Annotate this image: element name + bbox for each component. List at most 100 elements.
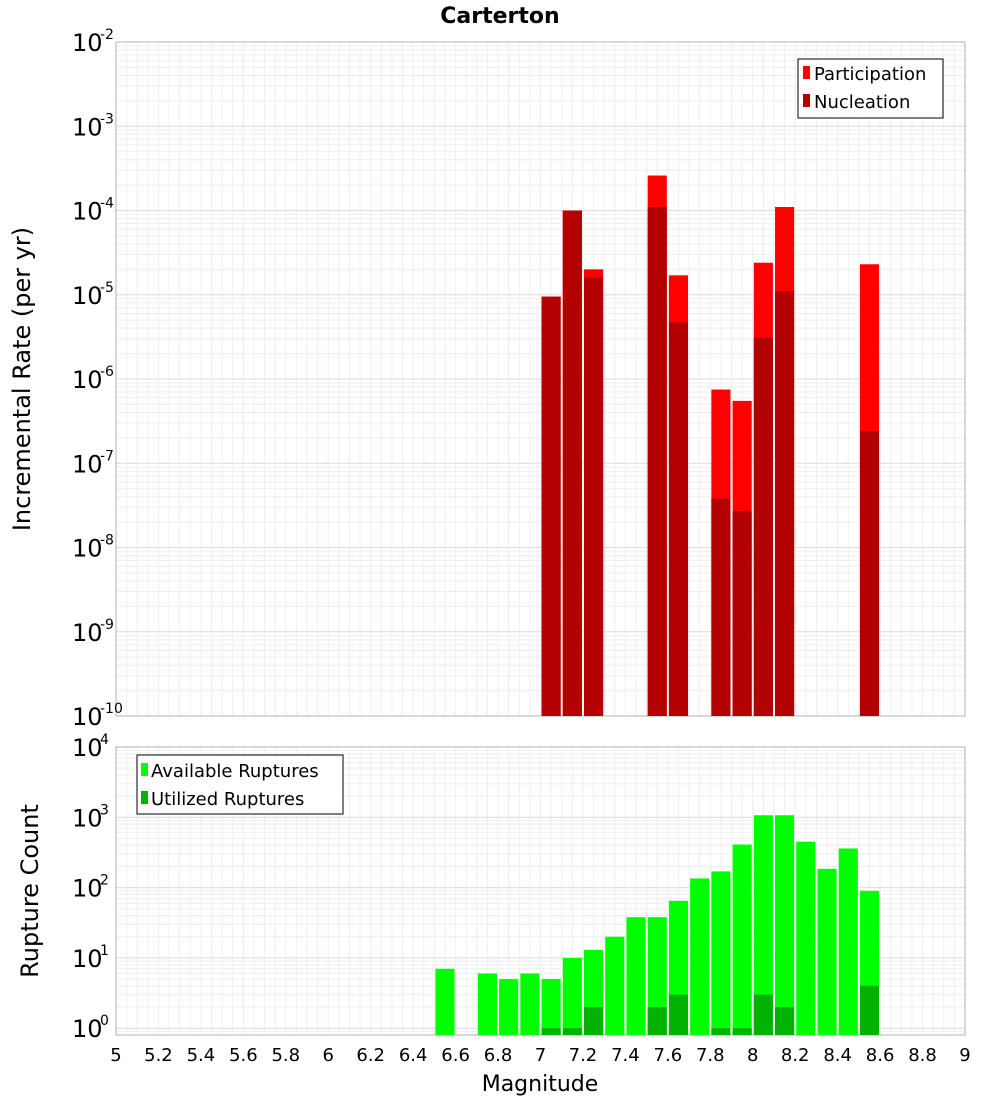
- bar-utilized-ruptures-7-65: [668, 994, 689, 1035]
- x-tick-label: 5.8: [271, 1045, 300, 1066]
- y-tick-exponent: -6: [100, 364, 114, 380]
- bottom-plot-frame: [115, 746, 966, 1036]
- bar-nucleation-8-05: [753, 337, 773, 716]
- bar-available-ruptures-7-45: [626, 917, 646, 1035]
- bottom-bars: [435, 815, 880, 1035]
- x-tick-label: 6.4: [399, 1045, 428, 1066]
- bar-nucleation-7-55: [647, 207, 667, 716]
- bar-available-ruptures-8-25: [796, 841, 816, 1035]
- bar-nucleation-7-25: [584, 277, 604, 716]
- chart-title: Carterton: [440, 4, 559, 29]
- bar-nucleation-7-95: [732, 511, 752, 716]
- y-tick-label: 10: [72, 535, 103, 563]
- y-tick-exponent: -3: [100, 111, 114, 127]
- x-axis-label: Magnitude: [482, 1072, 599, 1097]
- y-tick-label: 10: [72, 804, 103, 832]
- x-tick-label: 6.2: [356, 1045, 385, 1066]
- y-tick-exponent: -9: [100, 617, 114, 633]
- legend-label-available-ruptures: Available Ruptures: [151, 761, 319, 782]
- bar-utilized-ruptures-8-15: [775, 1007, 795, 1035]
- y-tick-exponent: -7: [100, 448, 114, 464]
- bar-available-ruptures-6-55: [435, 968, 455, 1035]
- y-tick-exponent: 2: [100, 873, 109, 889]
- bar-utilized-ruptures-8-55: [859, 985, 880, 1035]
- bar-utilized-ruptures-7-55: [647, 1007, 667, 1035]
- bar-nucleation-7-05: [541, 296, 561, 716]
- bar-available-ruptures-7-95: [732, 844, 752, 1035]
- x-tick-label: 8.4: [823, 1045, 852, 1066]
- legend-swatch-available-ruptures: [141, 763, 148, 776]
- y-tick-label: 10: [72, 875, 103, 903]
- y-tick-label: 10: [72, 198, 103, 226]
- y-tick-label: 10: [72, 113, 103, 141]
- y-tick-exponent: -10: [100, 701, 123, 717]
- x-tick-label: 8: [747, 1045, 758, 1066]
- bar-available-ruptures-8-45: [838, 848, 858, 1035]
- top-plot-frame: [115, 41, 966, 717]
- bar-utilized-ruptures-7-05: [541, 1028, 561, 1035]
- x-tick-label: 8.2: [781, 1045, 810, 1066]
- top-gridlines: [115, 42, 966, 717]
- bar-available-ruptures-7-15: [562, 957, 582, 1035]
- y-tick-label: 10: [72, 703, 103, 731]
- y-tick-exponent: -8: [100, 533, 114, 549]
- legend-swatch-utilized-ruptures: [141, 791, 148, 804]
- y-tick-label: 10: [72, 282, 103, 310]
- y-tick-exponent: -5: [100, 280, 114, 296]
- bar-utilized-ruptures-7-95: [732, 1028, 752, 1035]
- x-tick-label: 6: [323, 1045, 334, 1066]
- y-tick-label: 10: [72, 1015, 103, 1043]
- bar-available-ruptures-7-05: [541, 979, 561, 1035]
- y-tick-label: 10: [72, 734, 103, 762]
- bar-available-ruptures-7-35: [605, 936, 625, 1035]
- bar-utilized-ruptures-7-15: [562, 1028, 582, 1035]
- bar-available-ruptures-7-85: [711, 871, 731, 1035]
- x-tick-label: 5.6: [229, 1045, 258, 1066]
- bar-available-ruptures-6-75: [477, 973, 497, 1035]
- bottom-legend-box: [136, 754, 344, 815]
- top-bars: [541, 175, 880, 716]
- top-y-axis-label: Incremental Rate (per yr): [8, 227, 36, 531]
- y-tick-exponent: 3: [100, 802, 109, 818]
- y-tick-exponent: -2: [100, 27, 114, 43]
- bar-available-ruptures-8-35: [817, 868, 837, 1035]
- y-tick-label: 10: [72, 945, 103, 973]
- bottom-legend: Available Ruptures Utilized Ruptures: [136, 754, 344, 815]
- bar-available-ruptures-7-75: [690, 878, 710, 1035]
- x-tick-label: 5: [110, 1045, 121, 1066]
- x-tick-label: 8.8: [908, 1045, 937, 1066]
- x-tick-label: 5.2: [144, 1045, 173, 1066]
- bar-available-ruptures-8-05: [753, 815, 773, 1035]
- y-tick-exponent: 1: [100, 943, 109, 959]
- bar-nucleation-7-15: [562, 210, 582, 716]
- bar-available-ruptures-6-85: [499, 979, 519, 1035]
- x-tick-label: 5.4: [187, 1045, 216, 1066]
- x-tick-label: 7: [535, 1045, 546, 1066]
- y-tick-exponent: 4: [100, 732, 109, 748]
- bar-nucleation-7-85: [711, 498, 731, 716]
- y-tick-exponent: -4: [100, 196, 114, 212]
- top-legend: Participation Nucleation: [797, 58, 944, 119]
- top-legend-box: [797, 58, 944, 119]
- bar-nucleation-8-55: [859, 431, 880, 716]
- legend-label-utilized-ruptures: Utilized Ruptures: [151, 789, 304, 810]
- bar-nucleation-8-15: [775, 291, 795, 716]
- bar-available-ruptures-7-55: [647, 917, 667, 1035]
- y-tick-label: 10: [72, 29, 103, 57]
- bar-available-ruptures-8-15: [775, 815, 795, 1035]
- x-tick-label: 7.6: [654, 1045, 683, 1066]
- legend-label-nucleation: Nucleation: [814, 92, 910, 113]
- legend-label-participation: Participation: [814, 64, 926, 85]
- y-tick-label: 10: [72, 450, 103, 478]
- bar-utilized-ruptures-7-25: [584, 1007, 604, 1035]
- x-tick-label: 7.8: [696, 1045, 725, 1066]
- x-tick-label: 8.6: [866, 1045, 895, 1066]
- bar-available-ruptures-6-95: [520, 973, 540, 1035]
- x-tick-label: 6.6: [441, 1045, 470, 1066]
- x-tick-label: 6.8: [484, 1045, 513, 1066]
- x-tick-label: 9: [959, 1045, 970, 1066]
- bar-utilized-ruptures-8-05: [753, 994, 773, 1035]
- bottom-y-axis-label: Rupture Count: [16, 804, 44, 978]
